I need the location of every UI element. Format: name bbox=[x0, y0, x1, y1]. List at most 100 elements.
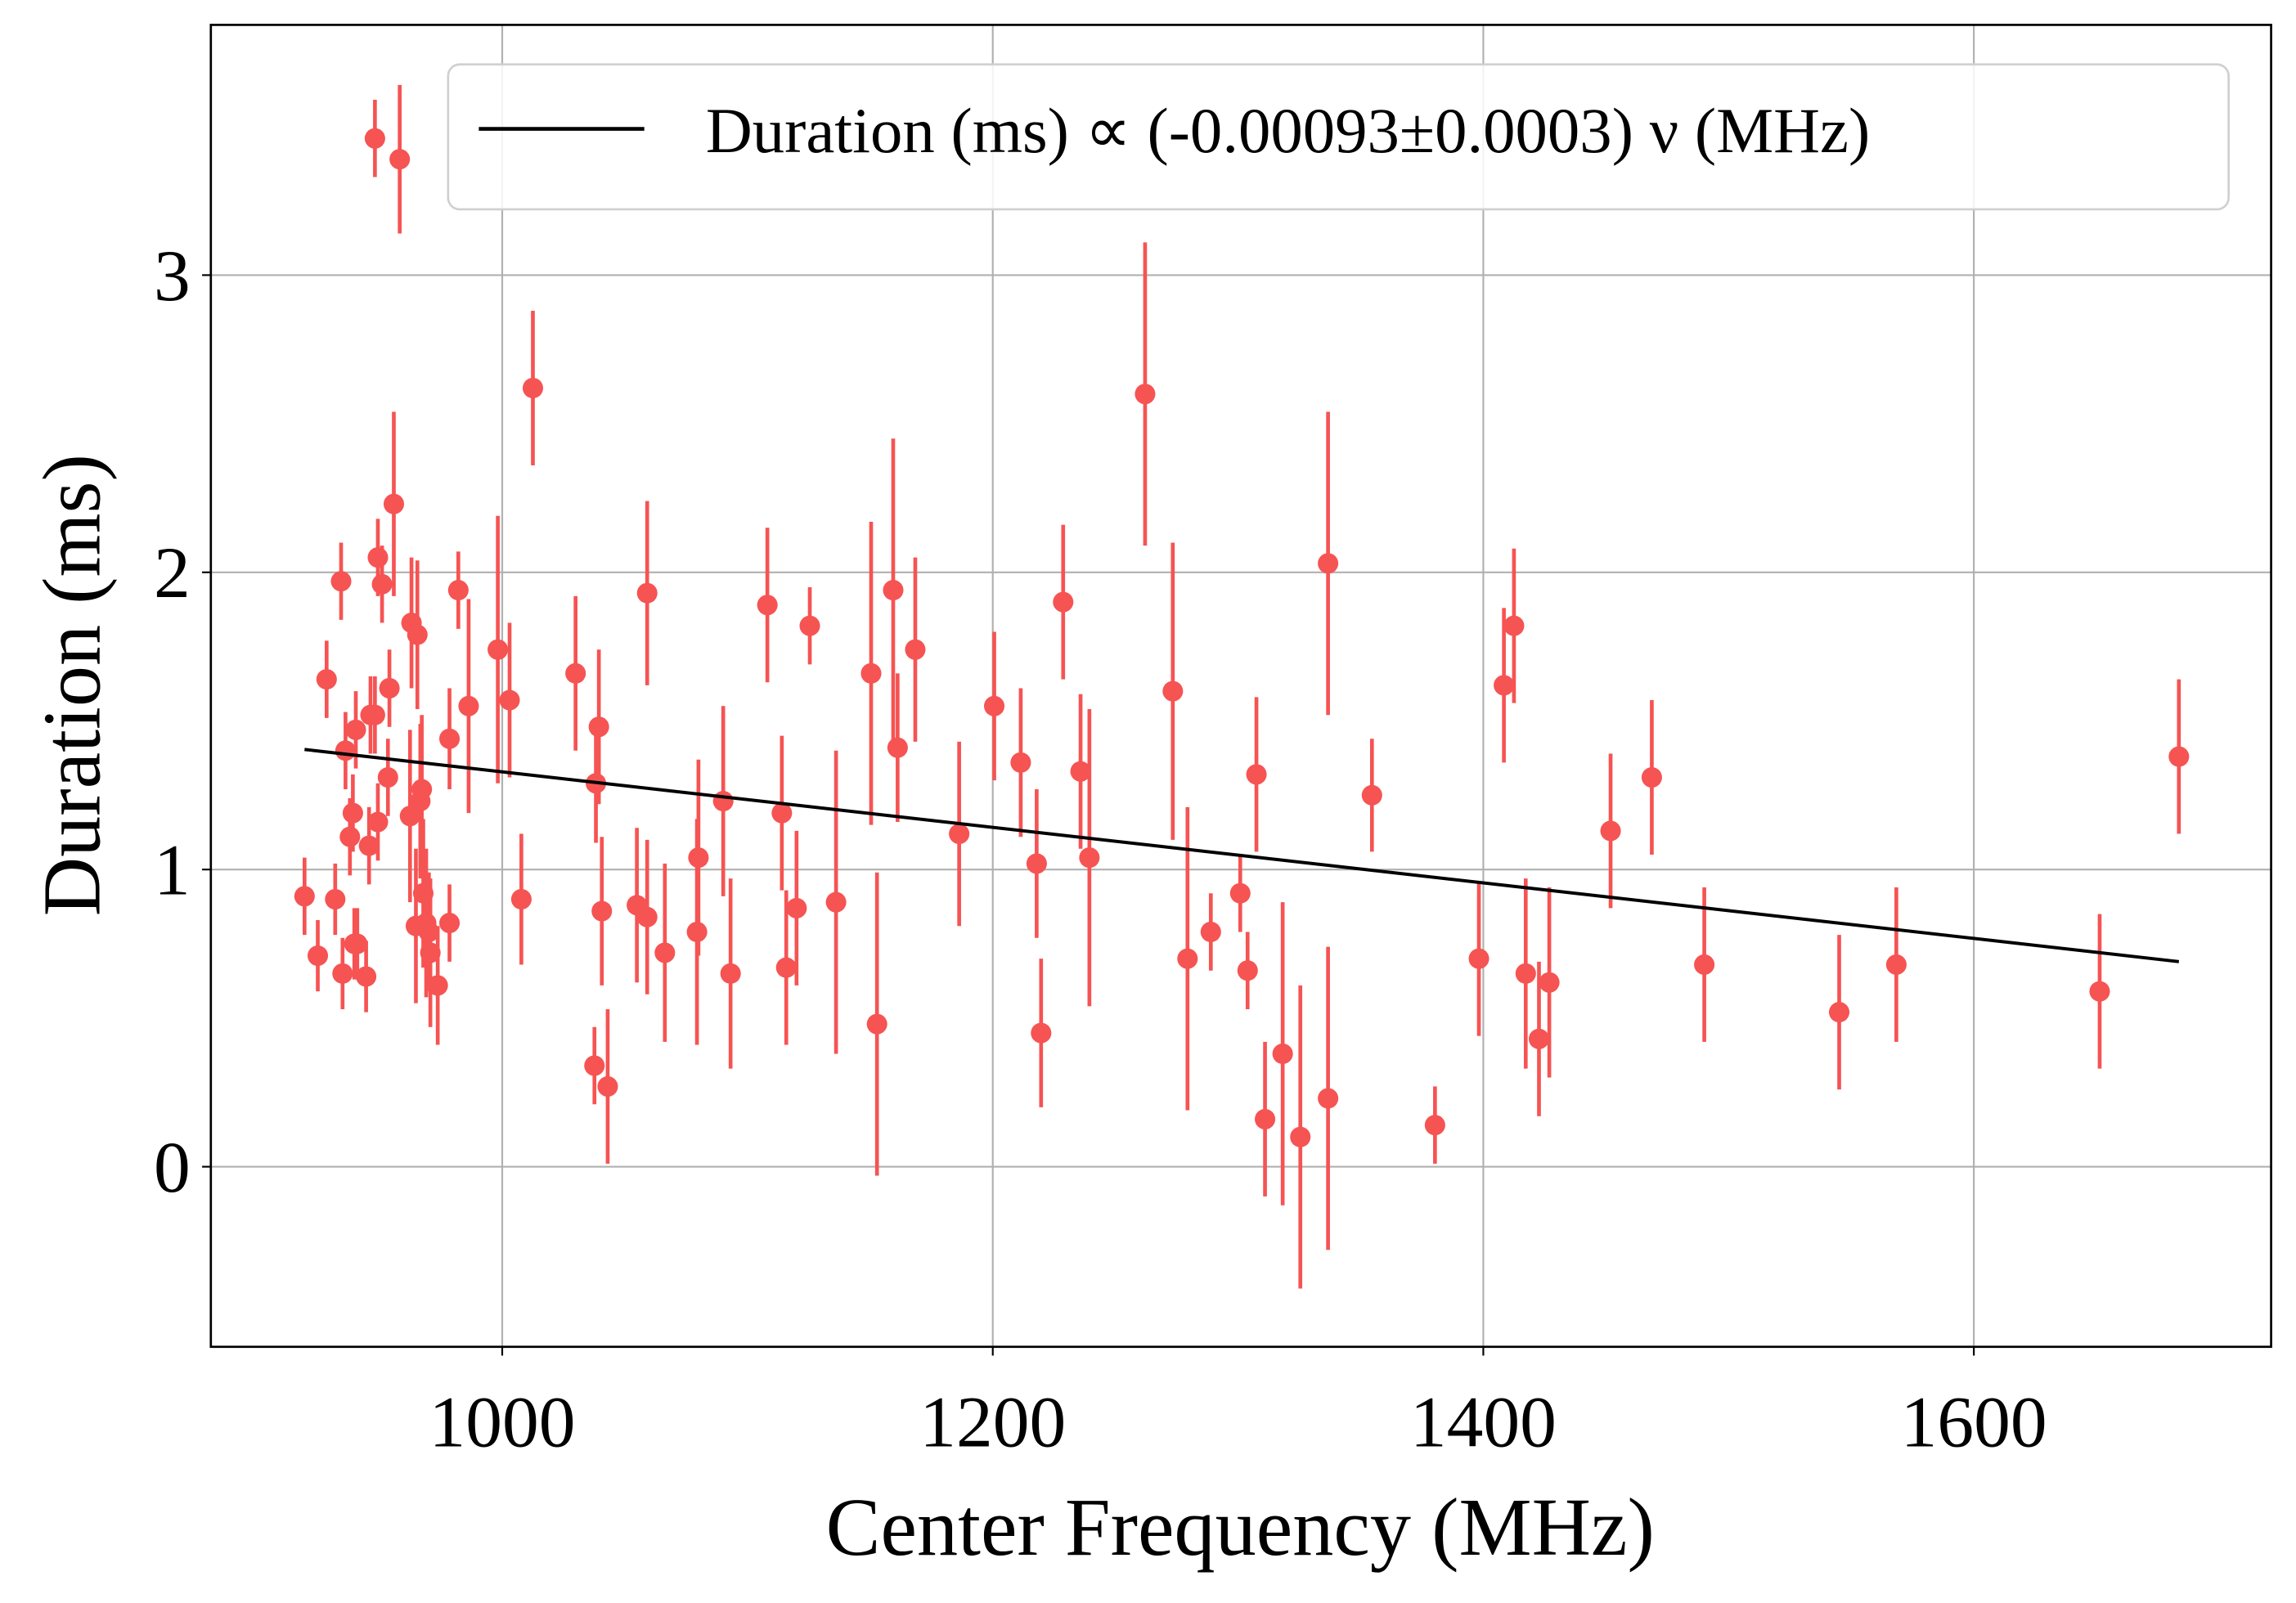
data-point bbox=[597, 1075, 618, 1097]
data-point bbox=[364, 128, 385, 149]
data-point bbox=[591, 900, 613, 922]
x-tick-label: 1600 bbox=[1901, 1381, 2047, 1462]
data-point bbox=[799, 615, 820, 636]
data-point bbox=[565, 662, 586, 684]
data-point bbox=[347, 933, 368, 954]
data-point bbox=[427, 975, 448, 996]
data-point bbox=[2089, 981, 2110, 1002]
data-point bbox=[688, 847, 709, 869]
data-point bbox=[983, 695, 1005, 716]
plot-frame bbox=[209, 24, 2272, 1349]
data-point bbox=[399, 806, 420, 827]
data-point bbox=[1079, 847, 1100, 869]
plot-area bbox=[294, 84, 2190, 1289]
data-point bbox=[383, 493, 405, 514]
data-point bbox=[371, 573, 393, 595]
data-point bbox=[458, 695, 479, 716]
y-tick-label: 0 bbox=[154, 1127, 191, 1208]
data-point bbox=[686, 921, 708, 943]
data-point bbox=[407, 624, 428, 645]
data-point bbox=[1162, 680, 1184, 702]
data-point bbox=[1290, 1126, 1311, 1147]
data-point bbox=[330, 571, 352, 592]
data-point bbox=[1229, 882, 1251, 904]
data-point bbox=[1503, 615, 1525, 636]
data-point bbox=[335, 740, 356, 761]
data-point bbox=[377, 766, 398, 788]
data-point bbox=[439, 728, 461, 749]
data-point bbox=[1272, 1043, 1293, 1064]
data-point bbox=[883, 580, 904, 601]
data-point bbox=[1885, 954, 1907, 975]
data-point bbox=[636, 582, 658, 604]
data-point bbox=[307, 945, 329, 967]
data-point bbox=[905, 639, 926, 660]
data-point bbox=[771, 802, 793, 824]
data-point bbox=[757, 595, 778, 616]
data-point bbox=[294, 886, 315, 907]
data-point bbox=[1641, 766, 1662, 788]
data-point bbox=[412, 882, 434, 904]
data-point bbox=[522, 377, 544, 399]
data-point bbox=[358, 835, 380, 856]
data-point bbox=[379, 677, 400, 699]
data-point bbox=[1318, 553, 1339, 574]
y-tick-label: 2 bbox=[154, 532, 191, 613]
data-point bbox=[389, 149, 411, 170]
data-point bbox=[411, 779, 433, 800]
data-point bbox=[2168, 746, 2190, 767]
data-point bbox=[418, 921, 439, 943]
legend-box bbox=[447, 63, 2230, 211]
data-point bbox=[420, 942, 441, 963]
data-point bbox=[860, 662, 882, 684]
data-point bbox=[1010, 752, 1031, 773]
data-point bbox=[825, 891, 847, 913]
data-point bbox=[720, 963, 741, 984]
data-point bbox=[439, 913, 461, 934]
data-point bbox=[367, 811, 389, 833]
data-point bbox=[712, 791, 734, 812]
data-point bbox=[1053, 591, 1074, 613]
y-tick-label: 3 bbox=[154, 236, 191, 317]
legend-label: Duration (ms) ∝ (-0.00093±0.0003) ν (MHz… bbox=[706, 96, 1870, 167]
data-point bbox=[325, 888, 346, 910]
data-point bbox=[1515, 963, 1536, 984]
data-point bbox=[949, 824, 970, 845]
data-point bbox=[584, 1055, 605, 1076]
data-point bbox=[1031, 1022, 1052, 1044]
y-tick-label: 1 bbox=[154, 830, 191, 911]
data-point bbox=[887, 737, 908, 758]
data-point bbox=[1255, 1108, 1276, 1129]
data-point bbox=[1424, 1115, 1445, 1136]
data-point bbox=[1494, 675, 1515, 696]
data-point bbox=[654, 942, 676, 963]
data-point bbox=[636, 906, 658, 927]
data-point bbox=[345, 719, 366, 740]
x-tick-label: 1000 bbox=[429, 1381, 576, 1462]
data-point bbox=[447, 580, 469, 601]
data-point bbox=[488, 639, 509, 660]
data-point bbox=[1528, 1028, 1550, 1049]
data-point bbox=[356, 966, 377, 987]
data-point bbox=[786, 897, 807, 918]
data-point bbox=[1694, 954, 1715, 975]
data-point bbox=[1361, 784, 1382, 806]
data-point bbox=[1600, 820, 1621, 842]
data-point bbox=[1026, 853, 1047, 874]
legend: Duration (ms) ∝ (-0.00093±0.0003) ν (MHz… bbox=[447, 63, 2230, 211]
data-point bbox=[1135, 384, 1156, 405]
data-point bbox=[1539, 972, 1560, 993]
x-tick-label: 1400 bbox=[1410, 1381, 1557, 1462]
data-point bbox=[316, 669, 337, 690]
data-point bbox=[367, 547, 389, 568]
x-tick-label: 1200 bbox=[919, 1381, 1066, 1462]
data-point bbox=[1318, 1088, 1339, 1109]
data-point bbox=[510, 888, 532, 910]
data-point bbox=[1828, 1002, 1850, 1023]
data-point bbox=[332, 963, 353, 984]
x-axis-label: Center Frequency (MHz) bbox=[826, 1482, 1655, 1573]
data-point bbox=[342, 802, 363, 824]
data-point bbox=[1246, 764, 1267, 785]
